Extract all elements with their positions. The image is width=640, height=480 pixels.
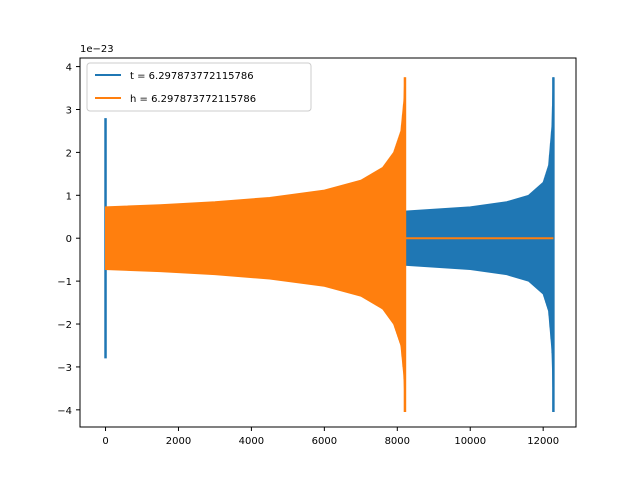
x-tick-label-4: 8000 xyxy=(385,436,410,447)
axes-frame xyxy=(79,57,577,428)
series-group xyxy=(104,77,555,412)
legend: t = 6.297873772115786 h = 6.297873772115… xyxy=(86,62,312,112)
y-offset-label: 1e−23 xyxy=(80,44,114,55)
legend-label-h: h = 6.297873772115786 xyxy=(130,94,256,105)
axes: 0 2000 4000 6000 8000 10000 12000 −4 −3 −2 −1 0 1 2 3 4 xyxy=(57,57,577,447)
y-tick-label-4: 0 xyxy=(66,234,72,245)
y-tick-label-7: 3 xyxy=(66,105,72,116)
y-tick-label-6: 2 xyxy=(66,148,72,159)
x-tick-label-3: 6000 xyxy=(312,436,337,447)
plot-area xyxy=(104,77,555,412)
x-tick-label-2: 4000 xyxy=(239,436,264,447)
legend-label-t: t = 6.297873772115786 xyxy=(130,71,254,82)
y-tick-label-0: −4 xyxy=(57,406,72,417)
y-tick-label-3: −1 xyxy=(57,277,72,288)
y-tick-label-1: −3 xyxy=(57,363,72,374)
x-tick-label-5: 10000 xyxy=(454,436,486,447)
y-tick-label-5: 1 xyxy=(66,191,72,202)
y-tick-label-2: −2 xyxy=(57,320,72,331)
x-tick-label-1: 2000 xyxy=(166,436,191,447)
x-tick-label-0: 0 xyxy=(102,436,108,447)
legend-box xyxy=(86,62,312,112)
x-tick-label-6: 12000 xyxy=(527,436,559,447)
y-tick-label-8: 4 xyxy=(66,63,72,74)
